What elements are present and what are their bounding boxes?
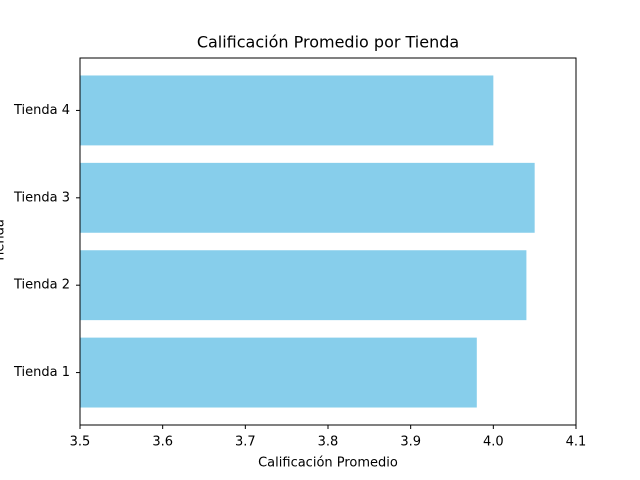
x-axis-label: Calificación Promedio	[258, 456, 398, 471]
x-tick-label: 3.6	[152, 435, 173, 450]
y-axis-label: Tienda	[0, 219, 8, 264]
y-tick-label: Tienda 3	[13, 190, 70, 205]
bar	[80, 75, 494, 146]
x-tick-label: 3.7	[235, 435, 256, 450]
bar	[80, 250, 527, 321]
plot-frame	[79, 57, 577, 426]
y-tick-label: Tienda 4	[13, 103, 70, 118]
x-tick-label: 3.5	[70, 435, 91, 450]
x-tick-label: 4.1	[566, 435, 587, 450]
chart-title: Calificación Promedio por Tienda	[197, 33, 459, 52]
y-tick-label: Tienda 1	[13, 365, 70, 380]
x-tick-label: 4.0	[483, 435, 504, 450]
bar	[80, 337, 477, 408]
x-tick-label: 3.8	[318, 435, 339, 450]
bar	[80, 162, 535, 233]
x-tick-label: 3.9	[400, 435, 421, 450]
y-tick-label: Tienda 2	[13, 278, 70, 293]
